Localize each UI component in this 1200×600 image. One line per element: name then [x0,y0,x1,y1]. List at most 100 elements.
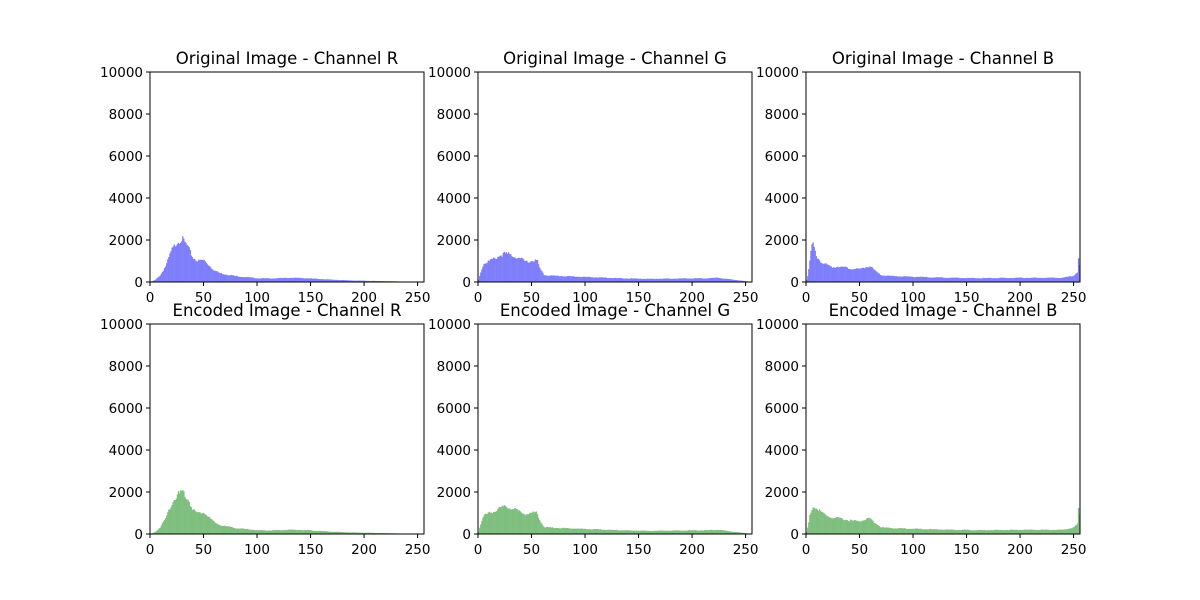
histogram-bar [1063,277,1066,282]
histogram-bar [277,277,279,282]
histogram-bar [237,528,240,534]
histogram-bar [339,531,341,534]
histogram-bar [974,530,976,534]
histogram-bar [552,527,555,534]
histogram-bar [264,530,266,534]
histogram-bar [263,530,265,534]
histogram-bar [922,529,925,534]
histogram-bar [201,513,203,534]
y-tick-label: 0 [134,527,143,543]
histogram-bar [487,260,489,282]
histogram-bar [679,530,681,534]
histogram-bar [653,279,655,282]
histogram-bar [216,271,218,282]
histogram-bar [336,531,338,534]
histogram-bar [642,278,645,282]
histogram-bar [570,528,572,534]
histogram-bar [807,527,809,534]
histogram-bar [931,529,933,534]
histogram-bar [926,277,929,282]
histogram-bar [216,523,218,534]
histogram-bar [734,279,737,282]
histogram-bar [368,532,370,534]
histogram-bar [894,276,897,282]
histogram-bar [652,530,654,534]
histogram-bar [998,277,1001,282]
histogram-bar [692,530,694,534]
histogram-bar [694,278,696,282]
histogram-bar [223,274,226,282]
histogram-bar [487,512,489,534]
histogram-bar [309,530,311,534]
histogram-bar [227,526,229,534]
histogram-bar [957,530,960,534]
histogram-bar [525,515,527,534]
histogram-bar [206,264,209,282]
histogram-bar [605,530,607,534]
y-tick-label: 8000 [109,359,143,375]
histogram-bar [349,532,351,534]
histogram-bar [987,278,990,282]
histogram-bar [586,529,588,534]
histogram-bar [480,524,482,534]
histogram-bar [1024,529,1026,534]
histogram-bar [346,532,349,534]
histogram-bar [345,532,348,534]
histogram-bar [513,509,515,534]
histogram-bar [343,280,346,282]
histogram-bar [856,268,858,282]
x-tick-label: 200 [351,290,377,306]
histogram-bar [621,530,623,534]
histogram-bar [991,278,993,282]
histogram-bar [231,275,233,282]
histogram-bar [993,278,995,282]
histogram-bar [507,508,510,534]
histogram-bar [610,278,613,282]
histogram-bar [682,530,684,534]
histogram-bar [587,276,589,282]
histogram-bar [828,265,830,282]
histogram-bar [904,528,906,534]
histogram-bar [891,276,893,282]
histogram-bar [578,528,580,534]
histogram-bar [535,259,538,282]
histogram-bar [191,257,194,282]
histogram-bar [502,506,504,534]
histogram-bar [235,528,237,534]
histogram-bar [1065,277,1067,282]
histogram-bar [811,509,813,534]
histogram-bar [498,507,500,534]
histogram-bar [577,528,579,534]
histogram-bar [258,530,260,534]
histogram-bar [549,275,552,282]
histogram-bar [854,520,856,534]
histogram-bar [290,277,292,282]
histogram-bar [200,513,202,534]
histogram-bar [1073,275,1075,282]
histogram-bar [168,257,170,282]
histogram-bar [951,277,953,282]
histogram-bar [297,530,300,534]
histogram-bar [248,529,250,534]
y-tick-label: 0 [462,527,471,543]
histogram-bar [532,511,534,534]
histogram-bar [626,530,629,534]
histogram-bar [1031,277,1034,282]
histogram-bar [677,278,679,282]
histogram-bar [370,280,372,282]
histogram-bar [668,278,670,282]
histogram-bar [556,527,558,534]
histogram-bar [202,259,204,282]
histogram-bar [617,530,619,534]
histogram-bar [650,531,652,534]
histogram-bar [208,265,211,282]
histogram-bar [531,261,533,282]
histogram-bar [921,529,923,534]
histogram-bar [676,530,678,534]
histogram-bar [1027,529,1029,534]
histogram-bar [725,530,727,534]
histogram-bar [502,252,504,282]
histogram-bar [211,519,213,534]
histogram-bar [874,270,876,282]
histogram-bar [841,266,843,282]
